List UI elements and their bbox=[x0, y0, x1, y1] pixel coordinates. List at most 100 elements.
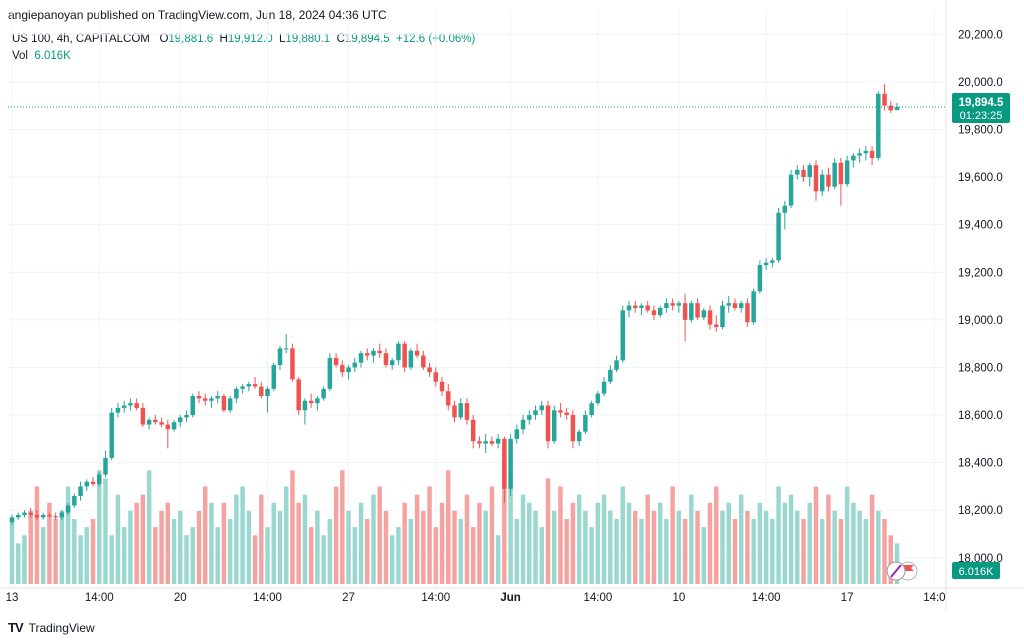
candle-body bbox=[421, 355, 426, 368]
volume-bar bbox=[564, 519, 569, 584]
candle-body bbox=[701, 310, 707, 318]
volume-bar bbox=[520, 494, 526, 584]
y-tick-label: 18,000.0 bbox=[958, 553, 1003, 565]
candle-body bbox=[402, 343, 407, 368]
volume-bar bbox=[109, 535, 114, 584]
candle-body bbox=[433, 372, 439, 382]
candle-body bbox=[97, 474, 102, 485]
candle-body bbox=[813, 165, 819, 192]
x-tick-label: 14:00 bbox=[85, 592, 114, 604]
footer-brand[interactable]: TradingView bbox=[28, 620, 95, 635]
candle-body bbox=[221, 396, 227, 411]
volume-bar bbox=[333, 486, 339, 584]
candle-body bbox=[196, 396, 202, 399]
candle-body bbox=[826, 174, 831, 187]
volume-bar bbox=[321, 535, 326, 584]
y-tick-label: 19,200.0 bbox=[958, 267, 1003, 279]
candle-body bbox=[626, 305, 632, 311]
volume-bar bbox=[514, 519, 520, 584]
candle-body bbox=[321, 388, 326, 399]
volume-bar bbox=[689, 494, 694, 584]
volume-legend: Vol 6.016K bbox=[12, 50, 71, 62]
volume-bar bbox=[601, 494, 607, 584]
y-tick-label: 19,000.0 bbox=[958, 315, 1003, 327]
volume-bar bbox=[763, 510, 769, 584]
candle-body bbox=[601, 381, 607, 394]
volume-bar bbox=[639, 519, 644, 584]
candle-body bbox=[707, 310, 713, 325]
volume-bar bbox=[377, 486, 382, 584]
volume-bar bbox=[28, 510, 33, 584]
volume-bar bbox=[527, 502, 532, 584]
candle-body bbox=[470, 419, 476, 442]
symbol-label[interactable]: US 100, 4h, CAPITALCOM bbox=[12, 33, 150, 45]
volume-label[interactable]: Vol bbox=[12, 50, 28, 62]
volume-bar bbox=[707, 502, 713, 584]
volume-bar bbox=[533, 510, 538, 584]
volume-bar bbox=[732, 519, 738, 584]
candle-body bbox=[9, 517, 15, 523]
volume-bar bbox=[477, 502, 482, 584]
candle-body bbox=[807, 165, 812, 178]
candle-body bbox=[59, 512, 65, 518]
volume-bars bbox=[9, 454, 900, 584]
volume-bar bbox=[340, 470, 345, 584]
volume-bar bbox=[140, 494, 146, 584]
volume-bar bbox=[134, 502, 139, 584]
candle-body bbox=[670, 303, 675, 306]
volume-bar bbox=[115, 494, 121, 584]
x-tick-label: Jun bbox=[500, 592, 520, 604]
candle-body bbox=[296, 379, 301, 411]
tradingview-logo-icon[interactable]: TV bbox=[8, 620, 24, 635]
volume-bar bbox=[726, 502, 731, 584]
volume-bar bbox=[676, 510, 682, 584]
volume-bar bbox=[701, 527, 707, 584]
price-tag-countdown: 01:23:25 bbox=[960, 110, 1003, 122]
volume-bar bbox=[97, 470, 102, 584]
candle-body bbox=[90, 481, 96, 485]
candle-body bbox=[165, 424, 171, 430]
candle-body bbox=[227, 398, 233, 411]
volume-bar bbox=[40, 527, 46, 584]
volume-bar bbox=[352, 527, 358, 584]
candle-body bbox=[608, 369, 613, 382]
volume-bar bbox=[15, 543, 21, 584]
candle-body bbox=[533, 410, 538, 416]
volume-bar bbox=[857, 510, 862, 584]
candle-body bbox=[184, 415, 189, 418]
candle-body bbox=[514, 429, 520, 439]
candle-body bbox=[346, 367, 351, 373]
candle-body bbox=[782, 205, 788, 213]
candle-body bbox=[134, 403, 139, 408]
candle-body bbox=[545, 405, 551, 442]
candle-body bbox=[22, 512, 27, 515]
close-label: C bbox=[336, 33, 345, 45]
volume-bar bbox=[178, 510, 183, 584]
volume-bar bbox=[589, 527, 594, 584]
volume-bar bbox=[190, 527, 195, 584]
volume-bar bbox=[427, 486, 432, 584]
volume-bar bbox=[414, 494, 420, 584]
candle-body bbox=[458, 403, 463, 418]
volume-bar bbox=[446, 470, 451, 584]
candle-body bbox=[614, 360, 619, 370]
volume-bar bbox=[483, 510, 488, 584]
candle-body bbox=[47, 514, 52, 517]
volume-bar bbox=[876, 510, 881, 584]
volume-bar bbox=[788, 494, 794, 584]
candle-body bbox=[190, 396, 195, 416]
volume-bar bbox=[502, 454, 507, 584]
candle-body bbox=[259, 386, 264, 396]
volume-bar bbox=[439, 502, 445, 584]
volume-bar bbox=[776, 486, 781, 584]
volume-bar bbox=[888, 535, 894, 584]
candle-body bbox=[788, 174, 794, 206]
volume-bar bbox=[196, 510, 202, 584]
avatar-icon[interactable] bbox=[886, 561, 906, 581]
candle-body bbox=[40, 514, 46, 518]
candle-body bbox=[851, 155, 856, 161]
candle-body bbox=[202, 398, 208, 401]
x-tick-label: 14:00 bbox=[421, 592, 450, 604]
volume-bar bbox=[495, 535, 501, 584]
